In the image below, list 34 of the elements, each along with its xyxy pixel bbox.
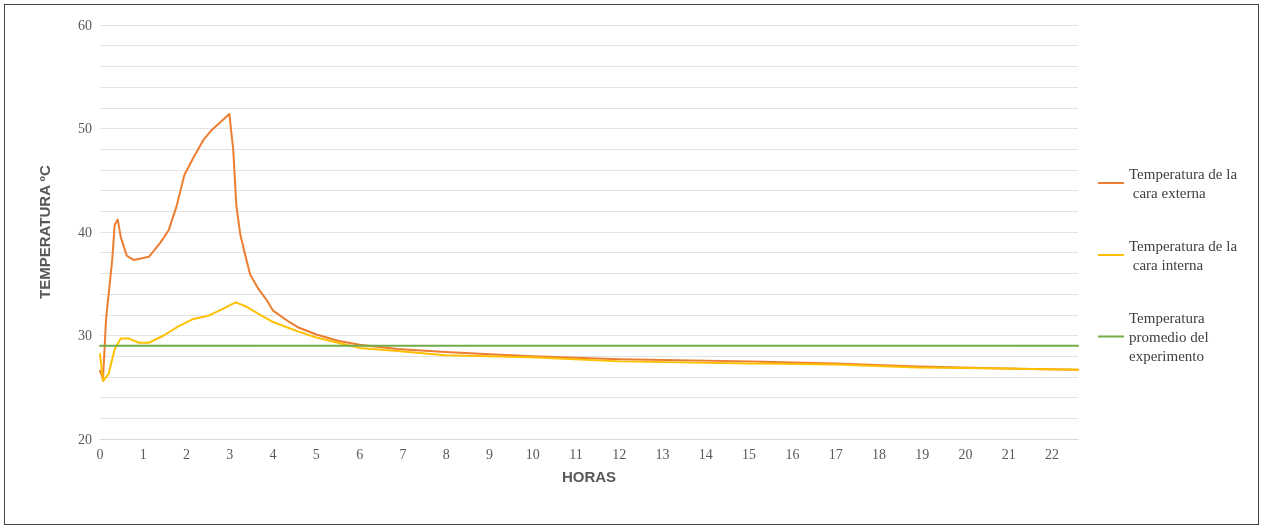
legend-label: Temperatura de la cara interna xyxy=(1129,237,1238,273)
y-tick-label: 50 xyxy=(78,121,92,136)
y-tick-label: 60 xyxy=(78,17,92,33)
x-tick-label: 1 xyxy=(139,446,147,462)
legend-label: Temperatura de la cara externa xyxy=(1129,165,1238,201)
x-tick-label: 12 xyxy=(612,446,627,462)
x-tick-label: 7 xyxy=(399,446,407,462)
x-tick-label: 19 xyxy=(915,446,930,462)
x-tick-label: 2 xyxy=(183,446,191,462)
x-tick-label: 22 xyxy=(1045,446,1060,462)
x-tick-label: 10 xyxy=(525,446,540,462)
x-tick-label: 11 xyxy=(569,446,583,462)
line-series xyxy=(99,301,1079,383)
x-tick-label: 0 xyxy=(96,446,104,462)
legend-label: Temperatura promedio del experimento xyxy=(1129,309,1213,364)
x-tick-label: 20 xyxy=(958,446,973,462)
x-tick-label: 21 xyxy=(1001,446,1016,462)
y-axis-title: TEMPERATURA ºC xyxy=(36,164,53,299)
x-tick-label: 18 xyxy=(871,446,886,462)
x-tick-label: 16 xyxy=(785,446,800,462)
y-tick-label: 20 xyxy=(78,431,92,447)
x-tick-label: 5 xyxy=(312,446,320,462)
x-tick-label: 9 xyxy=(485,446,493,462)
x-tick-label: 6 xyxy=(356,446,364,462)
x-tick-label: 15 xyxy=(742,446,757,462)
y-tick-label: 40 xyxy=(78,224,92,240)
x-tick-label: 8 xyxy=(442,446,450,462)
x-tick-label: 4 xyxy=(269,446,277,462)
x-tick-label: 14 xyxy=(698,446,713,462)
x-tick-label: 3 xyxy=(226,446,234,462)
x-tick-label: 17 xyxy=(828,446,843,462)
y-tick-label: 30 xyxy=(78,328,92,343)
x-axis-title: HORAS xyxy=(561,468,617,485)
x-tick-label: 13 xyxy=(655,446,670,462)
